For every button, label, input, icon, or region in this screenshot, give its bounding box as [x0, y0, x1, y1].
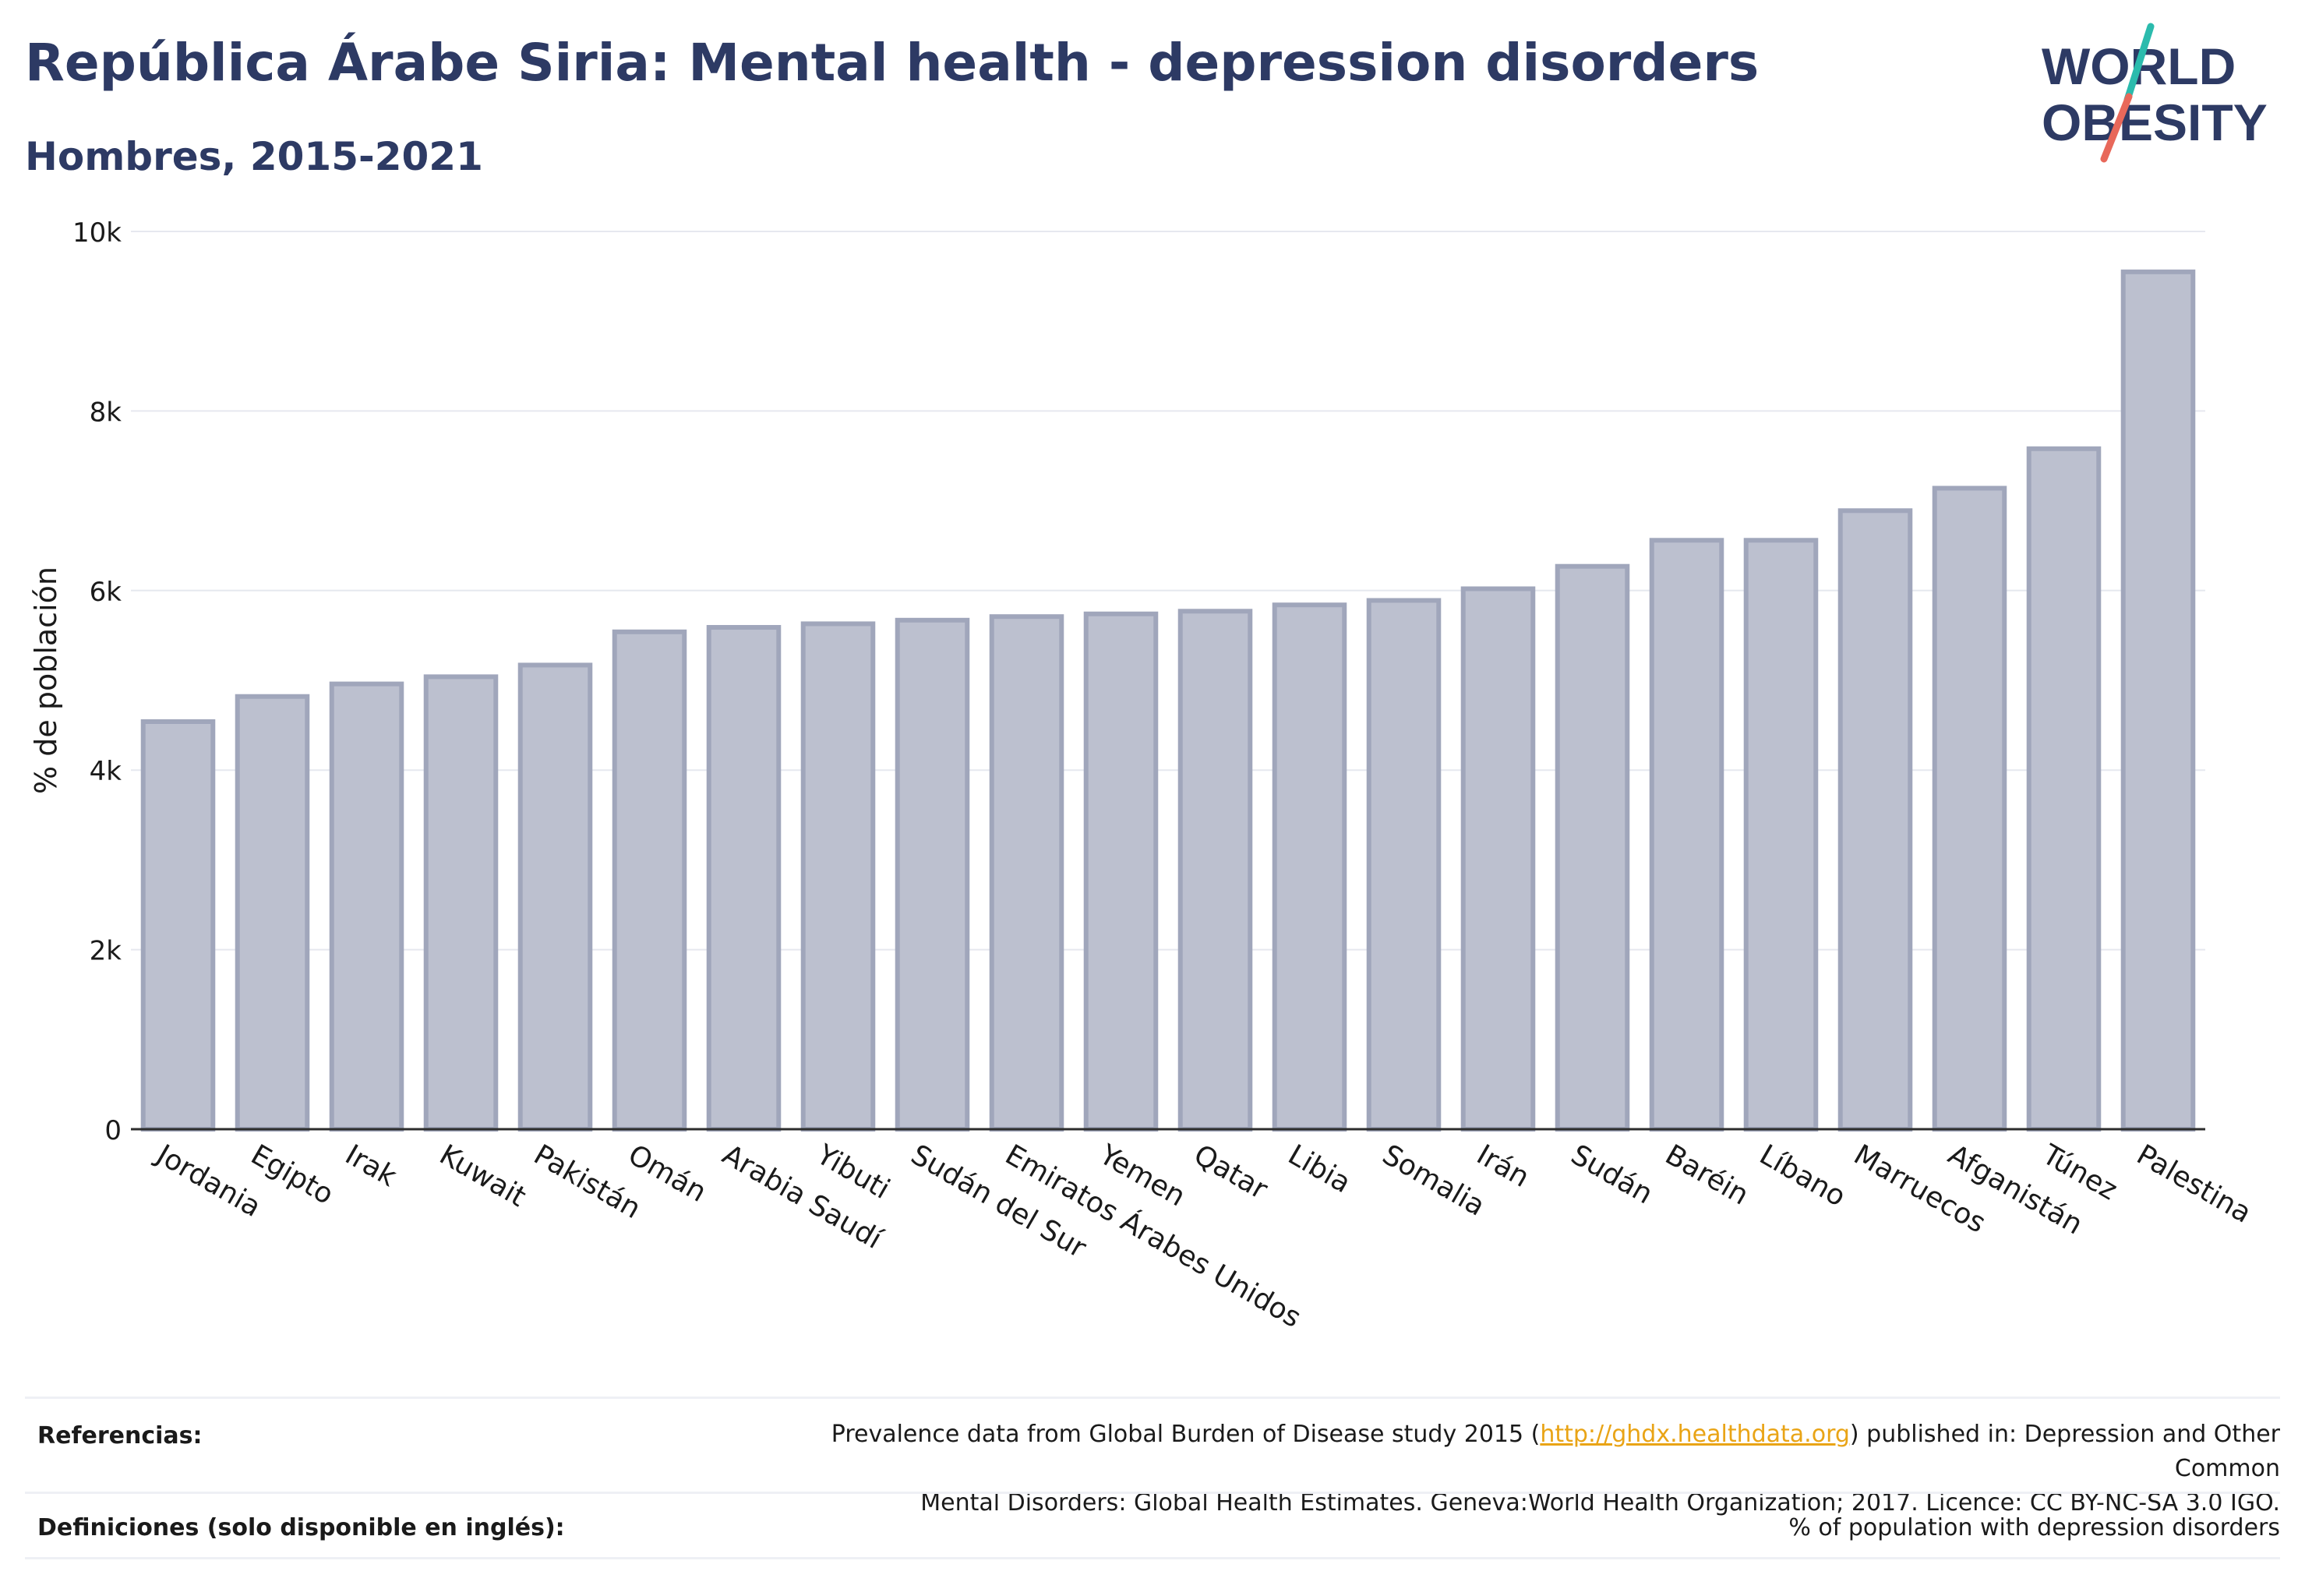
y-axis-ticks: 0 2k 4k 6k 8k 10k: [72, 217, 122, 1146]
bar[interactable]: [1837, 508, 1913, 1132]
bar[interactable]: [423, 674, 499, 1132]
y-tick-label: 8k: [90, 397, 122, 428]
references-link[interactable]: http://ghdx.healthdata.org: [1540, 1421, 1850, 1448]
bar[interactable]: [329, 681, 404, 1132]
chart-subtitle: Hombres, 2015-2021: [25, 134, 483, 179]
x-tick-label: Baréin: [1660, 1139, 1754, 1211]
references-row: Referencias: Prevalence data from Global…: [25, 1396, 2280, 1517]
bar[interactable]: [235, 694, 310, 1132]
bar[interactable]: [800, 621, 876, 1132]
bar[interactable]: [1932, 486, 2007, 1132]
bar[interactable]: [1083, 611, 1159, 1132]
x-tick-label: Qatar: [1188, 1139, 1273, 1206]
bars: [140, 269, 2196, 1132]
bar[interactable]: [2026, 446, 2102, 1132]
bar[interactable]: [2120, 269, 2196, 1132]
bar[interactable]: [1460, 586, 1536, 1132]
x-tick-label: Somalia: [1377, 1139, 1490, 1223]
bar[interactable]: [706, 625, 782, 1132]
references-label: Referencias:: [37, 1422, 203, 1449]
footer: Referencias: Prevalence data from Global…: [25, 1396, 2280, 1568]
footer-bottom-border: [25, 1557, 2280, 1559]
bar[interactable]: [140, 719, 216, 1132]
x-tick-label: Palestina: [2131, 1139, 2257, 1230]
bar[interactable]: [517, 662, 593, 1132]
definitions-text: % of population with depression disorder…: [1788, 1514, 2280, 1541]
references-text-part1: Prevalence data from Global Burden of Di…: [831, 1421, 1541, 1448]
y-axis-label: % de población: [29, 567, 63, 794]
logo-word-obesity: OBESITY: [2042, 94, 2268, 151]
bar[interactable]: [1366, 598, 1442, 1132]
x-tick-label: Líbano: [1754, 1139, 1851, 1213]
references-text-part2: ) published in: Depression and Other Com…: [1849, 1421, 2280, 1482]
bar[interactable]: [1555, 563, 1630, 1132]
definitions-label: Definiciones (solo disponible en inglés)…: [37, 1514, 565, 1541]
y-tick-label: 0: [104, 1115, 122, 1146]
definitions-row: Definiciones (solo disponible en inglés)…: [25, 1492, 2280, 1559]
y-tick-label: 10k: [72, 217, 122, 249]
logo-slash-top: [2123, 23, 2155, 104]
y-tick-label: 2k: [90, 936, 122, 967]
bar[interactable]: [1649, 538, 1724, 1132]
x-tick-label: Arabia Saudí: [717, 1139, 888, 1255]
bar[interactable]: [1177, 609, 1253, 1132]
world-obesity-logo: WORLD OBESITY: [2042, 23, 2268, 163]
x-tick-label: Jordania: [150, 1138, 266, 1223]
x-tick-label: Irán: [1471, 1139, 1534, 1194]
logo-slash-bottom: [2100, 93, 2133, 163]
chart-title: República Árabe Siria: Mental health - d…: [25, 33, 1760, 93]
x-tick-label: Sudán: [1565, 1139, 1658, 1210]
y-tick-label: 4k: [90, 756, 122, 787]
y-tick-label: 6k: [90, 577, 122, 608]
x-tick-label: Kuwait: [434, 1139, 531, 1213]
bar[interactable]: [612, 629, 687, 1132]
x-tick-label: Libia: [1283, 1139, 1356, 1199]
x-tick-label: Irak: [340, 1139, 402, 1193]
bar[interactable]: [1272, 602, 1347, 1132]
bar[interactable]: [989, 614, 1064, 1132]
x-tick-label: Pakistán: [528, 1139, 646, 1225]
bar[interactable]: [1743, 538, 1819, 1132]
bar[interactable]: [895, 617, 970, 1132]
